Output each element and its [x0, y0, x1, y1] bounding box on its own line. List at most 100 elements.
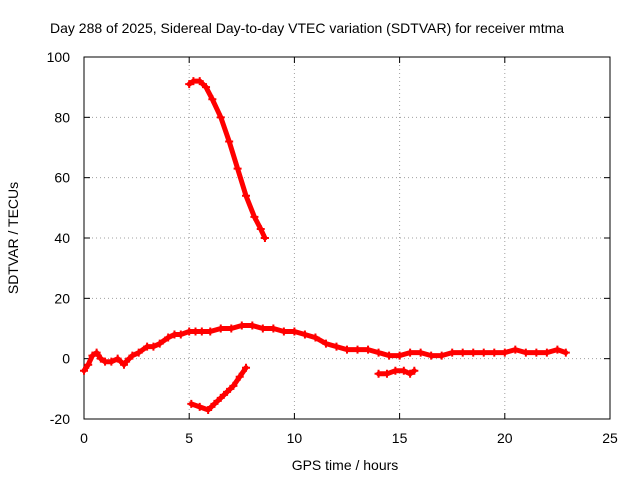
data-point: [84, 360, 93, 369]
data-point: [197, 327, 206, 336]
x-tick-label: 25: [602, 430, 618, 446]
data-point: [233, 164, 242, 173]
plot-frame: [83, 56, 611, 420]
data-point: [155, 339, 164, 348]
data-point: [216, 324, 225, 333]
data-point: [469, 348, 478, 357]
data-point: [248, 321, 257, 330]
data-point: [229, 381, 238, 390]
data-point: [416, 348, 425, 357]
data-point: [561, 348, 570, 357]
data-point: [206, 327, 215, 336]
data-point: [223, 387, 232, 396]
data-point: [122, 357, 131, 366]
data-point: [237, 321, 246, 330]
data-point: [149, 342, 158, 351]
series-track-main: [80, 321, 570, 375]
data-point: [210, 399, 219, 408]
data-point: [92, 348, 101, 357]
data-point: [542, 348, 551, 357]
data-point: [427, 351, 436, 360]
data-point: [242, 191, 251, 200]
data-point: [500, 348, 509, 357]
data-point: [225, 137, 234, 146]
data-point: [290, 327, 299, 336]
data-point: [343, 345, 351, 354]
series-track-negative: [187, 363, 251, 414]
data-point: [202, 83, 211, 92]
x-axis-label: GPS time / hours: [292, 457, 399, 473]
data-point: [113, 354, 122, 363]
data-point: [458, 348, 467, 357]
data-point: [235, 372, 244, 381]
data-point: [204, 405, 213, 414]
series-track-short: [374, 366, 419, 378]
data-point: [364, 345, 373, 354]
data-point: [195, 77, 204, 86]
data-layer: [80, 77, 570, 414]
data-point: [521, 348, 530, 357]
y-tick-label: -20: [50, 411, 70, 427]
data-point: [321, 339, 330, 348]
x-tick-label: 15: [392, 430, 408, 446]
data-point: [490, 348, 499, 357]
data-point: [208, 95, 217, 104]
series-track-high-arc: [185, 77, 269, 242]
y-tick-label: 40: [54, 230, 70, 246]
x-tick-label: 20: [497, 430, 513, 446]
data-point: [406, 369, 415, 378]
series-line-track-main: [81, 323, 569, 374]
data-point: [96, 354, 105, 363]
data-point: [195, 402, 204, 411]
data-point: [353, 345, 362, 354]
data-point: [88, 351, 97, 360]
data-point: [532, 348, 541, 357]
data-point: [553, 345, 562, 354]
data-point: [258, 324, 267, 333]
y-tick-label: 0: [62, 351, 70, 367]
data-point: [260, 234, 269, 242]
data-point: [300, 330, 309, 339]
data-point: [437, 351, 446, 360]
grid-layer: [84, 57, 610, 419]
data-point: [227, 324, 236, 333]
data-point: [511, 345, 520, 354]
chart-title: Day 288 of 2025, Sidereal Day-to-day VTE…: [50, 20, 564, 36]
x-tick-label: 5: [185, 430, 193, 446]
data-point: [385, 351, 394, 360]
data-point: [374, 369, 383, 378]
data-point: [256, 224, 265, 233]
x-tick-label: 0: [80, 430, 88, 446]
tick-layer: 0 5 10 15 20 25 -20 0 20 40 60 80 100: [47, 49, 618, 446]
data-point: [176, 330, 185, 339]
data-point: [406, 348, 415, 357]
data-point: [382, 369, 391, 378]
data-point: [269, 324, 278, 333]
data-point: [479, 348, 488, 357]
data-point: [410, 366, 419, 375]
data-point: [395, 351, 404, 360]
data-point: [242, 363, 251, 372]
data-point: [279, 327, 288, 336]
data-point: [399, 366, 408, 375]
y-tick-label: 80: [54, 109, 70, 125]
y-tick-label: 60: [54, 170, 70, 186]
data-point: [185, 80, 194, 89]
data-point: [216, 393, 225, 402]
data-point: [216, 113, 225, 122]
y-axis-label: SDTVAR / TECUs: [5, 182, 21, 294]
y-tick-label: 20: [54, 290, 70, 306]
data-point: [107, 357, 116, 366]
data-point: [128, 351, 137, 360]
y-tick-label: 100: [47, 49, 71, 65]
data-point: [332, 342, 341, 351]
data-point: [448, 348, 457, 357]
x-tick-label: 10: [287, 430, 303, 446]
data-point: [134, 348, 143, 357]
data-point: [250, 212, 259, 221]
data-point: [80, 366, 88, 375]
data-point: [187, 399, 196, 408]
data-point: [374, 348, 383, 357]
